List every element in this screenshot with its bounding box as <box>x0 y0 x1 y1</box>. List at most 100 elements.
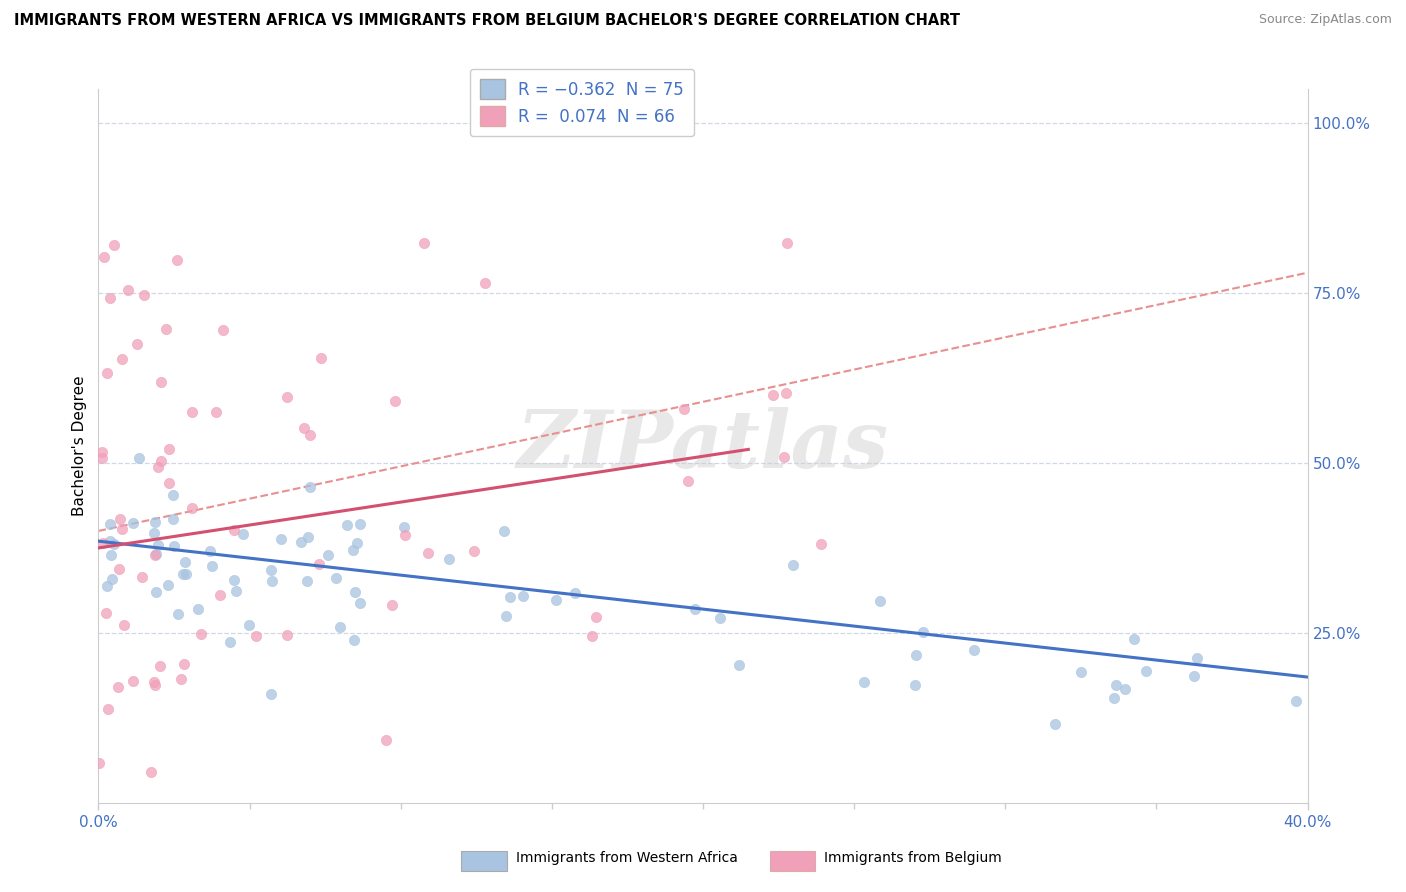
Point <box>112 618 135 632</box>
Point <box>346 536 368 550</box>
Y-axis label: Bachelor's Degree: Bachelor's Degree <box>72 376 87 516</box>
Point <box>495 609 517 624</box>
Point <box>166 253 188 268</box>
Point <box>190 626 212 640</box>
Point <box>1102 691 1125 706</box>
Point <box>181 500 204 515</box>
Point <box>143 515 166 529</box>
Point <box>97 702 120 716</box>
Point <box>98 291 121 305</box>
Point <box>232 527 254 541</box>
Point <box>963 642 986 657</box>
Point <box>107 680 129 694</box>
Text: ZIPatlas: ZIPatlas <box>517 408 889 484</box>
Point <box>245 628 267 642</box>
Text: Immigrants from Western Africa: Immigrants from Western Africa <box>516 851 738 864</box>
Point <box>775 386 797 401</box>
Point <box>260 563 283 577</box>
Point <box>374 733 396 747</box>
Point <box>298 480 321 494</box>
Point <box>127 336 149 351</box>
Point <box>343 632 366 647</box>
Point <box>1122 632 1144 647</box>
Point <box>110 352 132 367</box>
Point <box>295 574 318 589</box>
Point <box>672 401 695 416</box>
Point <box>336 517 359 532</box>
Point <box>1105 678 1128 692</box>
Point <box>128 451 150 466</box>
Point <box>290 535 312 549</box>
Point <box>810 537 832 551</box>
Point <box>512 589 534 603</box>
Point <box>100 548 122 562</box>
Point <box>683 602 706 616</box>
Point <box>108 512 131 526</box>
Point <box>1043 716 1066 731</box>
Point <box>727 657 749 672</box>
Point <box>298 428 321 442</box>
Point <box>349 596 371 610</box>
Point <box>773 450 796 465</box>
Legend: R = −0.362  N = 75, R =  0.074  N = 66: R = −0.362 N = 75, R = 0.074 N = 66 <box>470 69 695 136</box>
Point <box>187 602 209 616</box>
Point <box>276 390 298 404</box>
Point <box>143 678 166 692</box>
Point <box>585 610 607 624</box>
Point <box>94 606 117 620</box>
Point <box>172 566 194 581</box>
Point <box>212 323 235 337</box>
Point <box>122 516 145 531</box>
Point <box>201 559 224 574</box>
Point <box>90 445 112 459</box>
Point <box>87 756 110 770</box>
Point <box>852 675 875 690</box>
Point <box>143 548 166 562</box>
Point <box>150 454 173 468</box>
Point <box>103 237 125 252</box>
Point <box>181 405 204 419</box>
Point <box>238 618 260 632</box>
Point <box>91 536 114 550</box>
Point <box>141 764 163 779</box>
Point <box>163 539 186 553</box>
Point <box>782 558 804 572</box>
FancyBboxPatch shape <box>461 851 508 871</box>
Point <box>492 524 515 538</box>
Point <box>146 460 169 475</box>
Point <box>1070 665 1092 679</box>
Point <box>309 351 332 365</box>
Point <box>904 678 927 692</box>
Point <box>394 528 416 542</box>
Point <box>225 584 247 599</box>
Point <box>93 250 115 264</box>
Point <box>143 675 166 690</box>
Point <box>173 657 195 672</box>
Point <box>418 546 440 560</box>
Point <box>209 588 232 602</box>
Point <box>167 607 190 621</box>
Point <box>904 648 927 663</box>
Point <box>392 520 415 534</box>
Point <box>869 594 891 608</box>
Point <box>308 557 330 571</box>
Point <box>157 442 180 457</box>
Point <box>437 552 460 566</box>
Point <box>150 375 173 389</box>
Point <box>381 598 404 612</box>
Point <box>96 367 118 381</box>
Point <box>297 530 319 544</box>
Point <box>1182 669 1205 683</box>
Point <box>224 574 246 588</box>
Text: Immigrants from Belgium: Immigrants from Belgium <box>824 851 1001 864</box>
Point <box>96 579 118 593</box>
Point <box>162 512 184 526</box>
Point <box>329 620 352 634</box>
Point <box>342 542 364 557</box>
FancyBboxPatch shape <box>769 851 815 871</box>
Point <box>325 570 347 584</box>
Point <box>98 517 121 532</box>
Point <box>544 593 567 607</box>
Point <box>198 544 221 558</box>
Point <box>148 538 170 552</box>
